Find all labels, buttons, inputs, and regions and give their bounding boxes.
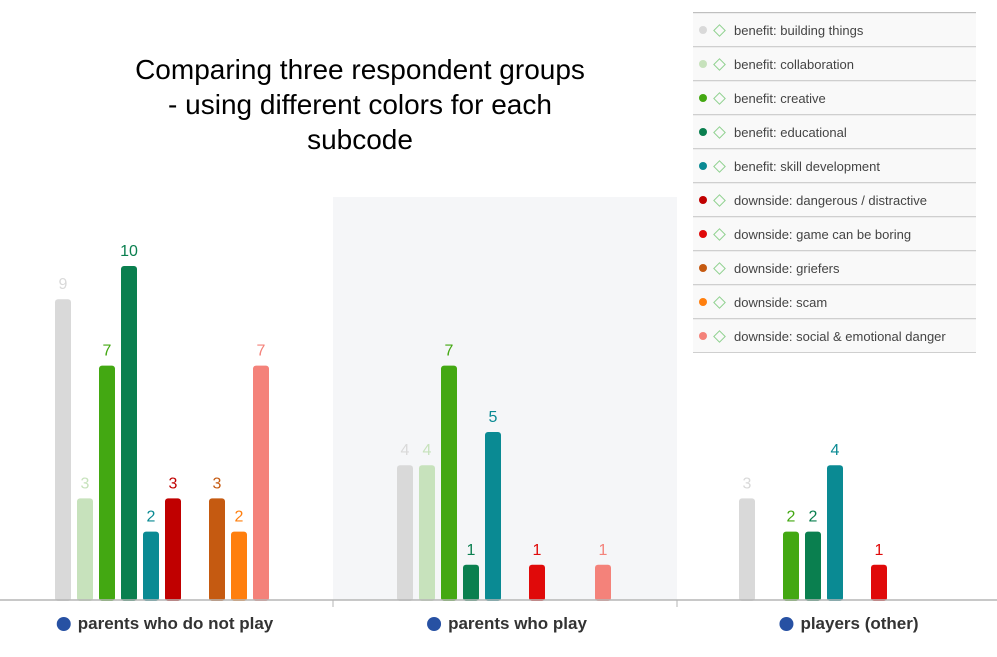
bar-benefit-collaboration-g0[interactable] — [77, 498, 93, 601]
data-label: 7 — [103, 343, 112, 360]
data-label: 7 — [257, 343, 266, 360]
data-label: 5 — [489, 409, 498, 426]
group-label-text: parents who play — [448, 614, 587, 633]
diamond-icon — [713, 227, 726, 241]
group-label-parents-who-do-not-play[interactable]: parents who do not play — [56, 612, 274, 636]
legend-item[interactable]: benefit: creative — [693, 81, 976, 115]
legend-label: downside: griefers — [734, 260, 840, 276]
legend-label: downside: scam — [734, 294, 828, 310]
data-label: 7 — [445, 343, 454, 360]
legend-label: benefit: collaboration — [734, 56, 854, 72]
data-label: 1 — [533, 542, 542, 559]
diamond-icon — [713, 295, 726, 309]
legend-color-dot-icon — [699, 60, 707, 68]
data-label: 3 — [743, 475, 752, 492]
bar-benefit-skill-development-g0[interactable] — [143, 531, 159, 601]
data-label: 3 — [213, 475, 222, 492]
data-label: 2 — [787, 509, 796, 526]
group-dot-icon — [56, 617, 71, 631]
legend-item[interactable]: downside: griefers — [693, 251, 976, 285]
data-label: 2 — [809, 509, 818, 526]
bar-downside-griefers-g0[interactable] — [209, 498, 225, 601]
data-label: 1 — [875, 542, 884, 559]
bar-benefit-skill-development-g2[interactable] — [827, 465, 843, 601]
data-label: 2 — [235, 509, 244, 526]
legend-item[interactable]: benefit: skill development — [693, 149, 976, 183]
legend-label: downside: social & emotional danger — [734, 328, 946, 344]
bar-benefit-building-things-g2[interactable] — [739, 498, 755, 601]
group-label-players-other[interactable]: players (other) — [779, 612, 919, 636]
diamond-icon — [713, 193, 726, 207]
group-background-band — [333, 197, 677, 600]
legend-color-dot-icon — [699, 196, 707, 204]
data-label: 1 — [599, 542, 608, 559]
legend-item[interactable]: benefit: educational — [693, 115, 976, 149]
group-label-parents-who-play[interactable]: parents who play — [427, 612, 587, 636]
data-label: 2 — [147, 509, 156, 526]
group-label-text: parents who do not play — [77, 614, 274, 633]
legend-label: downside: game can be boring — [734, 226, 912, 242]
bar-benefit-educational-g1[interactable] — [463, 564, 479, 601]
group-dot-icon — [779, 617, 794, 631]
chart-title-line-2: - using different colors for each — [168, 89, 552, 120]
bar-downside-social-emotional-danger-g0[interactable] — [253, 365, 269, 601]
diamond-icon — [713, 329, 726, 343]
group-dot-icon — [427, 617, 442, 631]
bar-benefit-educational-g2[interactable] — [805, 531, 821, 601]
legend-item[interactable]: benefit: collaboration — [693, 47, 976, 81]
legend-color-dot-icon — [699, 26, 707, 34]
group-label-text: players (other) — [800, 614, 919, 633]
bar-benefit-creative-g1[interactable] — [441, 365, 457, 601]
bar-benefit-skill-development-g1[interactable] — [485, 432, 501, 601]
legend-color-dot-icon — [699, 128, 707, 136]
chart-title: Comparing three respondent groups - usin… — [100, 52, 620, 157]
data-label: 10 — [120, 243, 138, 260]
legend-item[interactable]: downside: game can be boring — [693, 217, 976, 251]
diamond-icon — [713, 57, 726, 71]
legend-item[interactable]: downside: dangerous / distractive — [693, 183, 976, 217]
legend-label: benefit: creative — [734, 90, 826, 106]
bar-downside-game-can-be-boring-g1[interactable] — [529, 564, 545, 601]
data-label: 4 — [401, 442, 410, 459]
chart-title-line-3: subcode — [307, 124, 413, 155]
bar-downside-dangerous-distractive-g0[interactable] — [165, 498, 181, 601]
diamond-icon — [713, 91, 726, 105]
data-label: 1 — [467, 542, 476, 559]
chart-title-line-1: Comparing three respondent groups — [135, 54, 585, 85]
data-label: 9 — [59, 276, 68, 293]
diamond-icon — [713, 23, 726, 37]
bar-downside-scam-g0[interactable] — [231, 531, 247, 601]
legend-label: benefit: building things — [734, 22, 864, 38]
legend-label: benefit: educational — [734, 124, 847, 140]
legend: benefit: building things benefit: collabo… — [693, 12, 976, 353]
bar-benefit-educational-g0[interactable] — [121, 266, 137, 601]
data-label: 3 — [169, 475, 178, 492]
bar-downside-social-emotional-danger-g1[interactable] — [595, 564, 611, 601]
legend-item[interactable]: downside: social & emotional danger — [693, 319, 976, 353]
data-label: 4 — [423, 442, 432, 459]
bar-benefit-creative-g0[interactable] — [99, 365, 115, 601]
bar-benefit-collaboration-g1[interactable] — [419, 465, 435, 601]
diamond-icon — [713, 125, 726, 139]
bar-downside-game-can-be-boring-g2[interactable] — [871, 564, 887, 601]
legend-color-dot-icon — [699, 94, 707, 102]
bar-benefit-building-things-g1[interactable] — [397, 465, 413, 601]
data-label: 3 — [81, 475, 90, 492]
legend-color-dot-icon — [699, 298, 707, 306]
diamond-icon — [713, 159, 726, 173]
bar-benefit-building-things-g0[interactable] — [55, 299, 71, 601]
legend-color-dot-icon — [699, 264, 707, 272]
data-label: 4 — [831, 442, 840, 459]
legend-item[interactable]: benefit: building things — [693, 13, 976, 47]
bar-benefit-creative-g2[interactable] — [783, 531, 799, 601]
legend-label: benefit: skill development — [734, 158, 880, 174]
legend-label: downside: dangerous / distractive — [734, 192, 927, 208]
legend-color-dot-icon — [699, 332, 707, 340]
legend-color-dot-icon — [699, 162, 707, 170]
diamond-icon — [713, 261, 726, 275]
legend-color-dot-icon — [699, 230, 707, 238]
legend-item[interactable]: downside: scam — [693, 285, 976, 319]
